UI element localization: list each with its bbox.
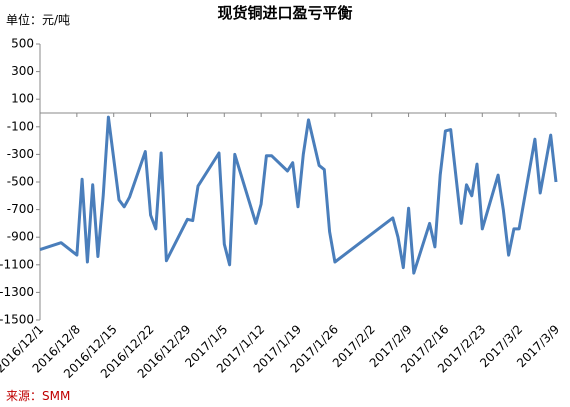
y-tick-label: 300 (11, 64, 34, 78)
y-tick-label: -1500 (0, 313, 34, 327)
y-tick-label: -300 (7, 147, 34, 161)
y-tick-label: -1100 (0, 257, 34, 271)
y-unit-label: 单位：元/吨 (6, 12, 70, 27)
data-line (39, 115, 558, 275)
chart-title: 现货铜进口盈亏平衡 (217, 4, 352, 22)
source-note: 来源：SMM (6, 389, 70, 403)
y-tick-label: -700 (7, 202, 34, 216)
y-tick-label: 500 (11, 37, 34, 51)
y-tick-label: -1300 (0, 285, 34, 299)
y-tick-label: 100 (11, 92, 34, 106)
y-tick-label: -500 (7, 175, 34, 189)
y-tick-label: -100 (7, 119, 34, 133)
y-tick-label: -900 (7, 230, 34, 244)
